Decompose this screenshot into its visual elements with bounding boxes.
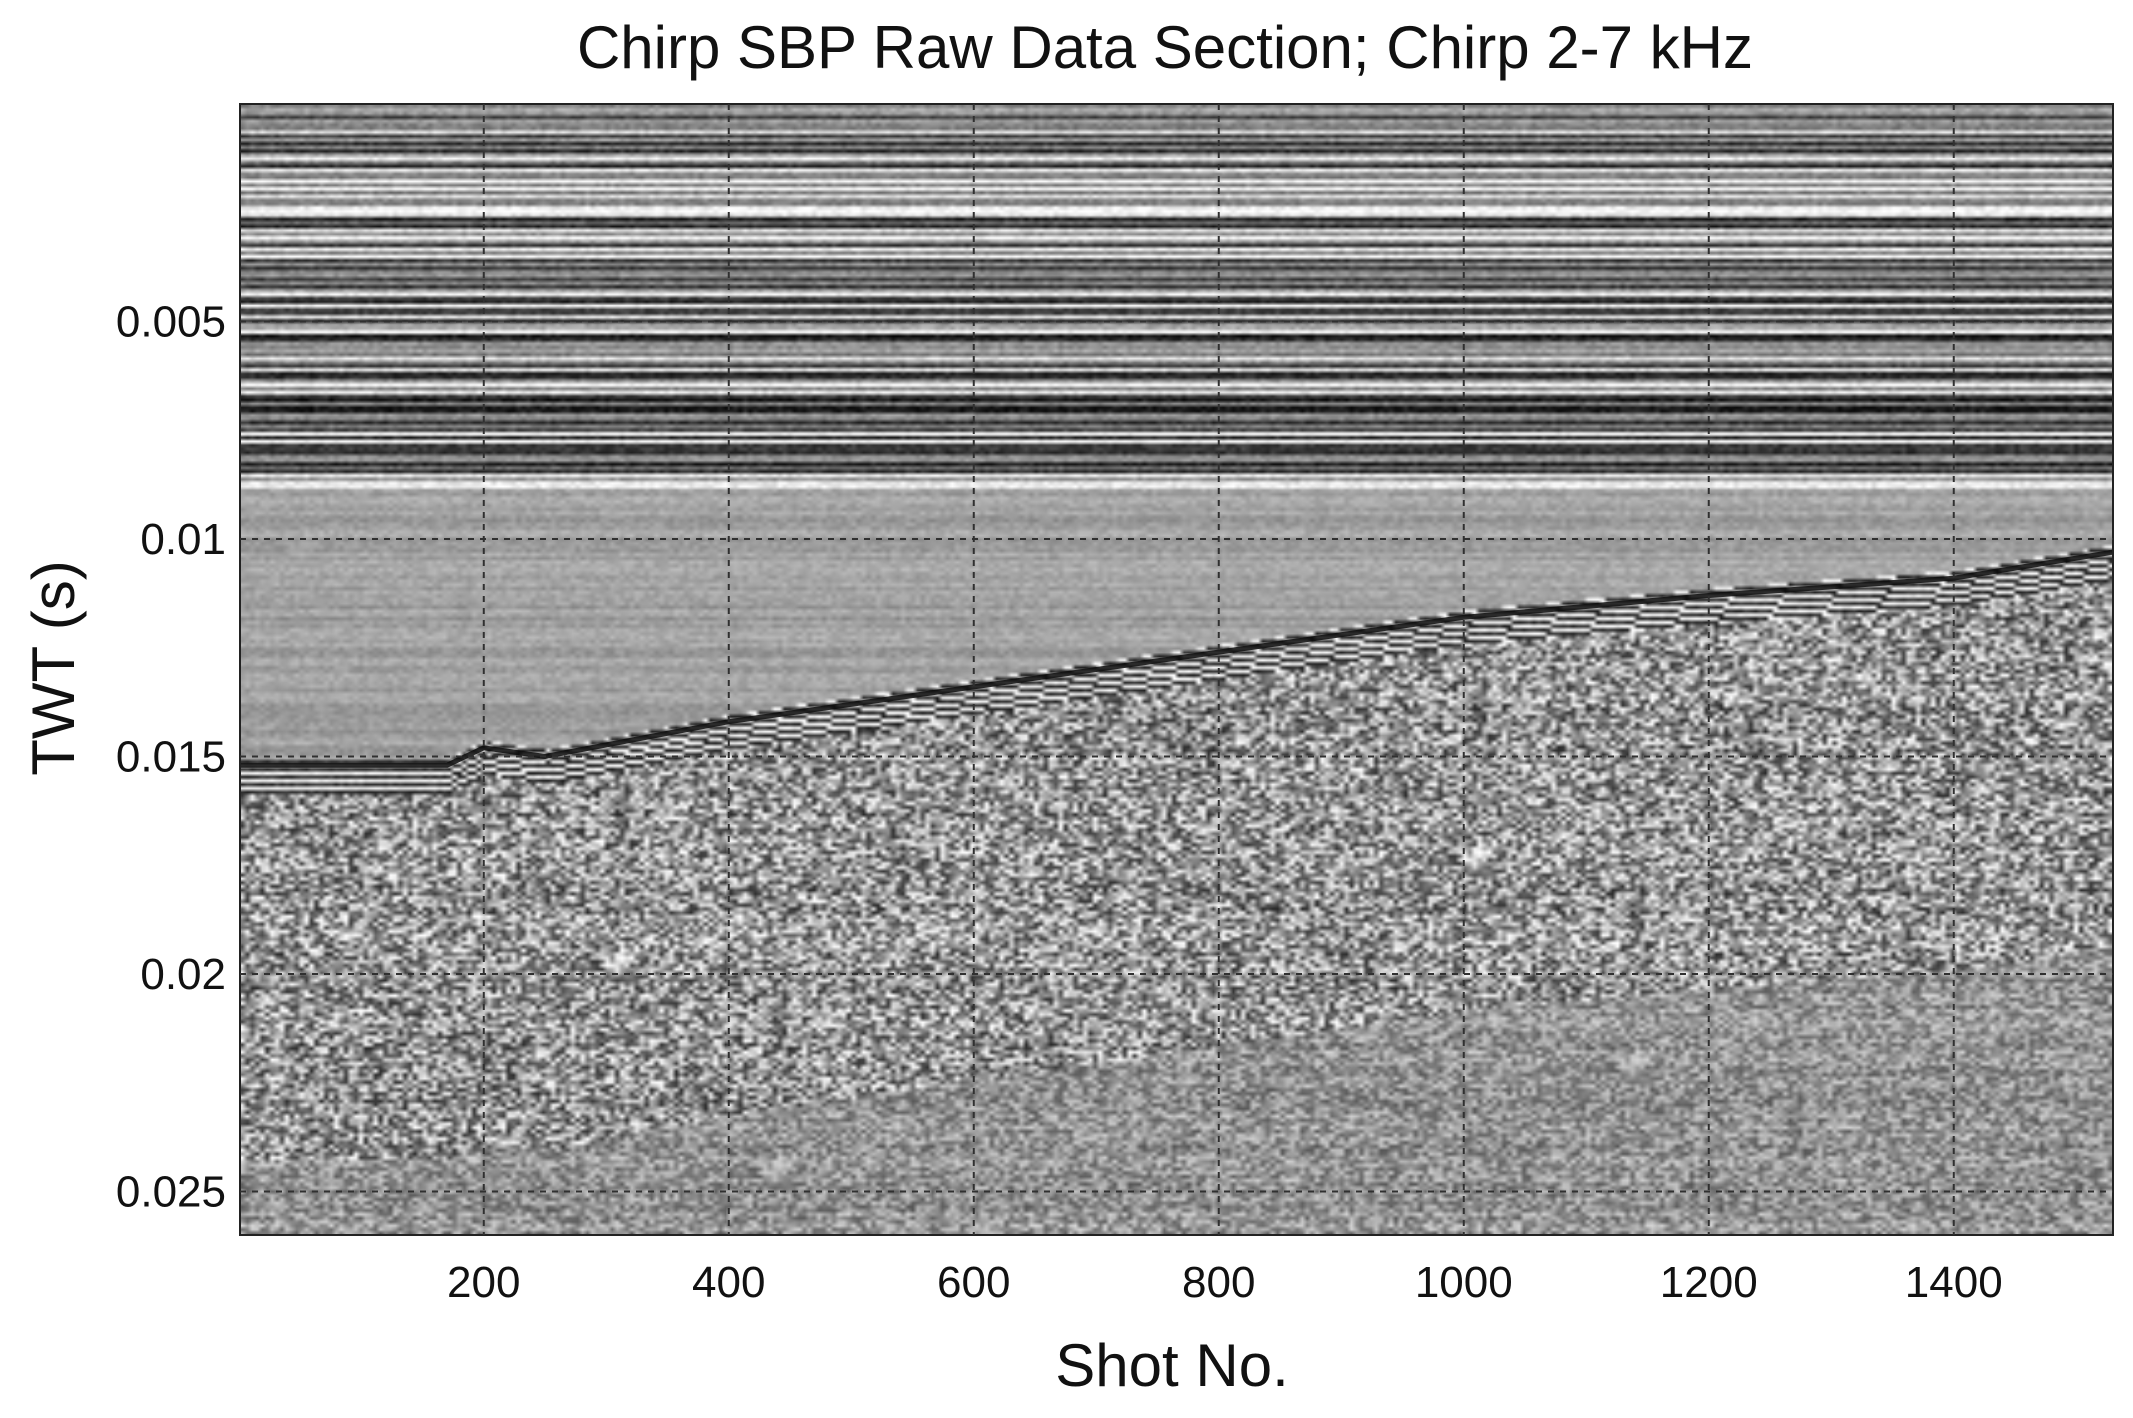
y-tick-label: 0.01 (140, 515, 226, 564)
y-tick-label: 0.015 (116, 733, 226, 782)
y-axis-ticks: 0.005 0.01 0.015 0.02 0.025 (116, 298, 226, 1217)
x-axis-ticks: 200 400 600 800 1000 1200 1400 (447, 1258, 2003, 1307)
x-tick-label: 400 (692, 1258, 765, 1307)
x-tick-label: 200 (447, 1258, 520, 1307)
seismic-section-image (240, 104, 2113, 1235)
plot-frame (239, 103, 2114, 1236)
x-axis-label: Shot No. (1055, 1332, 1288, 1399)
x-tick-label: 1200 (1660, 1258, 1758, 1307)
x-tick-label: 1000 (1415, 1258, 1513, 1307)
seabed-reflector (240, 549, 2114, 768)
y-tick-label: 0.025 (116, 1168, 226, 1217)
chart-title: Chirp SBP Raw Data Section; Chirp 2-7 kH… (577, 14, 1753, 81)
y-tick-label: 0.005 (116, 298, 226, 347)
x-tick-label: 800 (1182, 1258, 1255, 1307)
x-tick-label: 600 (937, 1258, 1010, 1307)
grid (240, 104, 2113, 1235)
plot-area (239, 103, 2114, 1236)
y-tick-label: 0.02 (140, 950, 226, 999)
x-tick-label: 1400 (1905, 1258, 2003, 1307)
y-axis-label: TWT (s) (20, 560, 87, 775)
